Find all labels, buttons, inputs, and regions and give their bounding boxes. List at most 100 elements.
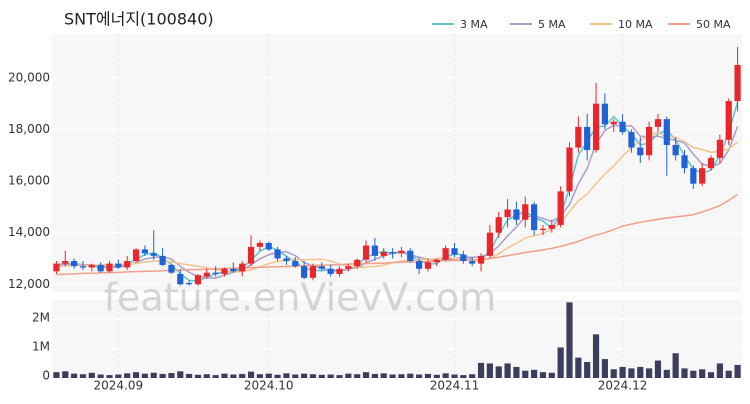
y2-tick-label: 0 <box>42 369 50 383</box>
candle-body <box>212 272 219 274</box>
volume-bar <box>531 369 538 378</box>
volume-bar <box>486 363 493 378</box>
volume-bar <box>79 374 87 378</box>
candle-body <box>495 217 502 233</box>
volume-bar <box>699 369 706 378</box>
candle-body <box>690 168 697 184</box>
candle-body <box>433 259 440 263</box>
volume-bar <box>495 366 502 378</box>
candle-body <box>309 266 317 278</box>
candle-body <box>274 249 281 259</box>
candle-body <box>654 119 662 127</box>
candle-body <box>283 258 290 262</box>
volume-bar <box>177 371 184 378</box>
candle-body <box>230 268 237 272</box>
candle-body <box>477 255 485 264</box>
volume-bar <box>477 362 485 378</box>
volume-bar <box>557 347 564 378</box>
volume-bar <box>203 374 210 378</box>
candle-body <box>132 249 140 262</box>
volume-bar <box>274 374 281 378</box>
candle-body <box>62 261 69 264</box>
volume-bar <box>371 373 378 378</box>
volume-bar <box>416 374 423 378</box>
price-panel <box>52 34 742 292</box>
volume-bar <box>53 372 60 378</box>
candle-body <box>442 248 449 260</box>
volume-bar <box>168 373 175 378</box>
volume-bar <box>637 366 644 378</box>
candle-body <box>584 126 591 151</box>
candle-body <box>601 103 608 125</box>
volume-bar <box>424 373 432 378</box>
y-tick-label: 12,000 <box>8 277 50 291</box>
candle-body <box>610 121 617 125</box>
volume-bar <box>442 373 449 378</box>
candle-body <box>531 204 538 231</box>
candle-body <box>345 266 352 269</box>
volume-bar <box>619 366 626 378</box>
volume-bar <box>159 373 166 378</box>
volume-bar <box>566 302 573 378</box>
candle-body <box>265 242 272 250</box>
volume-bar <box>504 363 511 378</box>
candle-body <box>539 228 547 231</box>
volume-bar <box>327 374 334 378</box>
volume-bar <box>194 374 202 378</box>
candle-body <box>97 264 104 272</box>
candle-body <box>681 155 688 169</box>
y-tick-label: 16,000 <box>8 174 50 188</box>
volume-bar <box>601 359 608 378</box>
volume-bar <box>106 375 113 378</box>
candle-body <box>115 263 122 268</box>
volume-bar <box>132 372 140 378</box>
y-tick-label: 20,000 <box>8 70 50 84</box>
volume-bar <box>239 373 246 378</box>
volume-bar <box>292 374 299 378</box>
candle-body <box>292 261 299 267</box>
candle-body <box>707 157 715 169</box>
y2-tick-label: 1M <box>32 339 50 353</box>
volume-bar <box>230 374 237 378</box>
candle-body <box>716 139 723 158</box>
volume-bar <box>663 369 670 378</box>
volume-bar <box>716 363 723 378</box>
candle-body <box>725 101 732 140</box>
candle-body <box>239 263 246 272</box>
legend-label: 10 MA <box>618 18 653 31</box>
volume-bar <box>451 374 458 378</box>
y-tick-label: 18,000 <box>8 122 50 136</box>
candle-body <box>566 147 573 192</box>
candle-body <box>53 263 60 272</box>
candle-body <box>150 253 157 256</box>
candle-body <box>513 209 520 220</box>
volume-bar <box>380 373 387 378</box>
volume-bar <box>88 372 95 378</box>
candle-body <box>522 204 529 220</box>
volume-bar <box>186 373 193 378</box>
volume-bar <box>734 364 741 378</box>
candle-body <box>672 144 679 156</box>
volume-bar <box>150 372 157 378</box>
candle-body <box>177 273 184 285</box>
volume-bar <box>265 373 272 378</box>
candle-body <box>256 242 263 247</box>
candle-body <box>460 254 467 262</box>
volume-bar <box>247 371 255 378</box>
candle-body <box>734 64 741 102</box>
volume-bar <box>407 373 414 378</box>
candle-body <box>301 266 308 278</box>
legend-label: 5 MA <box>538 18 566 31</box>
volume-bar <box>115 374 122 378</box>
volume-bar <box>362 372 370 378</box>
volume-bar <box>575 357 582 378</box>
candle-body <box>141 249 148 254</box>
watermark: feature.enVievV.com <box>104 276 497 320</box>
candle-body <box>592 103 600 151</box>
volume-bar <box>62 371 69 378</box>
y2-tick-label: 2M <box>32 310 50 324</box>
candle-body <box>247 246 255 264</box>
volume-bar <box>124 373 131 378</box>
candle-body <box>424 262 432 269</box>
volume-bar <box>690 370 697 378</box>
